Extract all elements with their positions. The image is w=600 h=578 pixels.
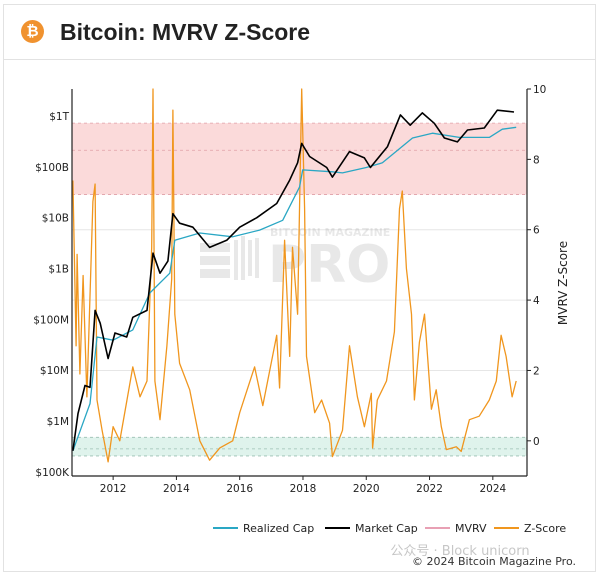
band-1 bbox=[72, 437, 527, 456]
watermark-top-text: BITCOIN MAGAZINE bbox=[270, 226, 390, 239]
y-right-tick-label: 2 bbox=[533, 365, 540, 377]
legend-item-market-cap[interactable]: Market Cap bbox=[325, 522, 418, 535]
page-title: Bitcoin: MVRV Z-Score bbox=[60, 19, 311, 45]
y-left-tick-label: $10M bbox=[40, 365, 69, 377]
y-left-tick-label: $1T bbox=[49, 111, 69, 123]
bitcoin-icon: ₿ bbox=[21, 20, 44, 43]
y-right-tick-label: 6 bbox=[533, 225, 540, 237]
chart-card: ₿ Bitcoin: MVRV Z-Score bbox=[3, 4, 596, 572]
legend-label: MVRV bbox=[455, 522, 487, 535]
y-left-tick-label: $1M bbox=[47, 416, 69, 428]
watermark-logo-icon bbox=[200, 236, 259, 280]
legend-item-realized-cap[interactable]: Realized Cap bbox=[213, 522, 314, 535]
x-tick-label: 2022 bbox=[416, 483, 443, 495]
x-tick-label: 2024 bbox=[479, 483, 506, 495]
x-tick-label: 2018 bbox=[290, 483, 317, 495]
legend-item-mvrv[interactable]: MVRV bbox=[425, 522, 487, 535]
watermark: BITCOIN MAGAZINE PRO bbox=[200, 226, 390, 295]
series-realized-cap bbox=[72, 126, 517, 452]
copyright-text: © 2024 Bitcoin Magazine Pro. bbox=[412, 555, 576, 568]
x-tick-label: 2014 bbox=[163, 483, 190, 495]
x-tick-label: 2012 bbox=[100, 483, 127, 495]
legend-label: Z-Score bbox=[524, 522, 566, 535]
overlay-watermark: 公众号 · Block unicorn bbox=[390, 544, 529, 559]
series-z-score bbox=[72, 88, 517, 463]
legend: Realized Cap Market Cap MVRV Z-Score bbox=[213, 522, 566, 535]
y-right-tick-label: 8 bbox=[533, 154, 540, 166]
watermark-main-text: PRO bbox=[268, 235, 390, 295]
series-market-cap bbox=[72, 109, 515, 451]
y-left-tick-label: $100K bbox=[35, 467, 70, 479]
legend-label: Market Cap bbox=[355, 522, 418, 535]
y-right-tick-label: 0 bbox=[533, 436, 540, 448]
y-right-tick-label: 4 bbox=[533, 295, 540, 307]
y-left-tick-label: $1B bbox=[48, 264, 69, 276]
legend-label: Realized Cap bbox=[243, 522, 314, 535]
x-tick-label: 2016 bbox=[226, 483, 253, 495]
right-axis-title: MVRV Z-Score bbox=[556, 241, 570, 325]
y-left-tick-label: $10B bbox=[42, 213, 69, 225]
y-right-tick-label: 10 bbox=[533, 84, 546, 96]
x-tick-label: 2020 bbox=[353, 483, 380, 495]
chart-header: ₿ Bitcoin: MVRV Z-Score bbox=[4, 5, 595, 60]
legend-item-z-score[interactable]: Z-Score bbox=[494, 522, 566, 535]
y-left-tick-label: $100B bbox=[35, 162, 69, 174]
y-left-tick-label: $100M bbox=[33, 314, 69, 326]
